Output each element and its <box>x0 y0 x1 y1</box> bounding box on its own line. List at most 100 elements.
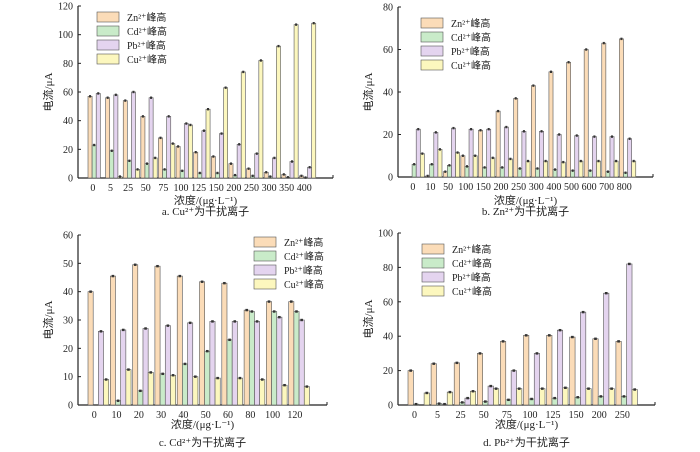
error-bar <box>121 328 125 332</box>
error-bar <box>212 155 215 158</box>
error-bar <box>567 61 570 64</box>
bar-zn <box>460 155 466 178</box>
x-tick-label: 0 <box>92 410 97 421</box>
y-tick-label: 10 <box>63 372 73 383</box>
x-tick-label: 0 <box>410 182 415 193</box>
legend-label: Cu²⁺峰高 <box>451 59 491 72</box>
error-bar <box>202 129 205 132</box>
bar-cu <box>214 377 221 406</box>
error-bar <box>536 167 539 170</box>
x-tick-label: 100 <box>458 182 473 193</box>
x-tick-label: 10 <box>112 410 122 421</box>
error-bar <box>522 130 525 133</box>
error-bar <box>589 169 592 172</box>
bar-cd <box>429 163 435 178</box>
error-bar <box>145 162 149 165</box>
error-bar <box>161 372 164 376</box>
error-bar <box>554 168 557 171</box>
error-bar <box>562 160 565 164</box>
error-bar <box>571 169 574 172</box>
bar-cu <box>608 388 615 406</box>
bar-cu <box>125 369 132 406</box>
bar-cd <box>293 311 300 406</box>
x-tick-label: 200 <box>592 410 607 421</box>
error-bar <box>524 334 528 337</box>
error-bar <box>540 130 543 133</box>
x-tick-label: 100 <box>173 183 188 194</box>
error-bar <box>571 335 574 339</box>
bar-zn <box>592 338 599 406</box>
legend-label: Zn²⁺峰高 <box>127 11 166 24</box>
error-bar <box>501 340 505 343</box>
bar-zn <box>87 291 94 406</box>
bar-pb <box>627 138 632 178</box>
error-bar <box>216 376 219 380</box>
bar-pb <box>201 130 207 179</box>
bar-pb <box>556 134 562 178</box>
bar-cd <box>91 144 97 179</box>
y-tick-label: 30 <box>63 316 73 327</box>
error-bar <box>599 395 603 398</box>
error-bar <box>282 173 285 176</box>
error-bar <box>417 127 420 131</box>
error-bar <box>579 159 582 163</box>
error-bar <box>452 126 455 130</box>
chart-panel-c: 0 10 20 30 40 50 60 电流/μA 0 10 20 30 40 50 60 80 100 120 浓… <box>41 231 328 449</box>
error-bar <box>259 59 262 62</box>
bar-zn <box>546 335 553 406</box>
y-tick-label: 40 <box>63 116 73 127</box>
bar-cd <box>137 390 144 406</box>
bar-pb <box>254 153 260 179</box>
bar-pb <box>98 331 104 406</box>
error-bar <box>89 95 92 98</box>
bar-cd <box>248 311 255 406</box>
y-tick-label: 120 <box>58 2 73 13</box>
error-bar <box>150 96 153 99</box>
bar-cd <box>109 150 115 179</box>
bar-zn <box>453 362 460 406</box>
error-bar <box>255 320 259 323</box>
legend-label: Cd²⁺峰高 <box>284 250 324 263</box>
bar-cu <box>455 152 460 178</box>
error-bar <box>409 369 413 372</box>
bar-zn <box>158 137 163 179</box>
error-bar <box>267 300 271 303</box>
error-bar <box>124 99 127 102</box>
x-tick-label: 50 <box>141 183 151 194</box>
bar-zn <box>176 275 183 406</box>
error-bar <box>220 132 223 135</box>
error-bar <box>456 151 459 154</box>
bar-cu <box>205 108 211 179</box>
bar-pb <box>166 116 172 179</box>
legend-label: Cd²⁺峰高 <box>451 31 491 44</box>
error-bar <box>593 135 596 138</box>
legend-swatch-zn <box>253 236 277 248</box>
bar-cu <box>585 388 592 406</box>
error-bar <box>478 352 482 355</box>
x-tick-label: 75 <box>158 183 168 194</box>
error-bar <box>251 174 254 178</box>
bar-cu <box>188 124 193 179</box>
bar-pb <box>503 126 509 178</box>
error-bar <box>465 165 469 168</box>
bar-zn <box>548 71 554 178</box>
x-tick-label: 5 <box>108 183 113 194</box>
error-bar <box>507 398 510 402</box>
error-bar <box>547 334 551 337</box>
error-bar <box>286 176 289 179</box>
bar-pb <box>289 161 295 179</box>
bar-pb <box>254 321 260 406</box>
bar-pb <box>219 133 224 179</box>
error-bar <box>517 387 521 390</box>
error-bar <box>432 362 436 365</box>
x-tick-label: 400 <box>546 182 561 193</box>
error-bar <box>167 115 170 118</box>
y-tick-label: 60 <box>63 231 73 242</box>
error-bar <box>430 163 433 166</box>
legend-label: Pb²⁺峰高 <box>284 264 323 277</box>
error-bar <box>617 340 620 343</box>
error-bar <box>200 280 204 283</box>
bar-cu <box>470 390 476 406</box>
bar-cd <box>204 350 211 406</box>
